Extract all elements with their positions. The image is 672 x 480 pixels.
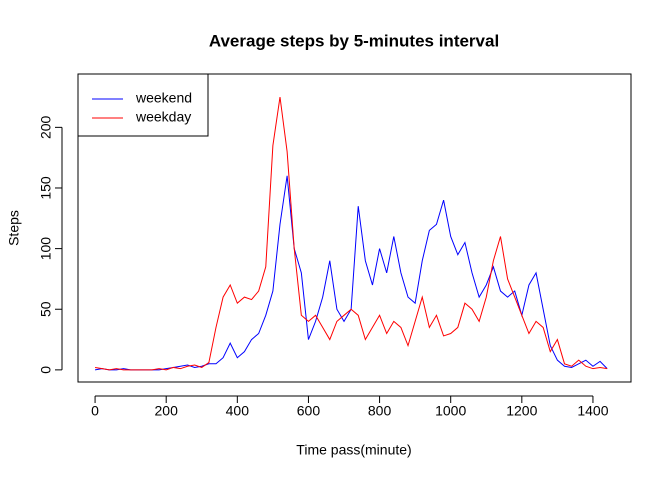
x-axis-label: Time pass(minute) xyxy=(296,442,411,458)
series-line xyxy=(94,96,608,371)
plot-box xyxy=(77,73,632,383)
x-tick-label: 200 xyxy=(155,403,179,419)
legend-box xyxy=(77,73,209,137)
x-tick-label: 0 xyxy=(91,403,99,419)
series-line xyxy=(94,175,608,371)
legend-label: weekend xyxy=(135,90,192,106)
y-tick-label: 200 xyxy=(38,115,54,139)
y-tick-label: 50 xyxy=(38,301,54,317)
x-tick-label: 1000 xyxy=(435,403,466,419)
x-tick-label: 800 xyxy=(368,403,392,419)
x-tick-label: 600 xyxy=(297,403,321,419)
y-tick-label: 0 xyxy=(38,366,54,374)
legend-label: weekday xyxy=(135,109,191,125)
chart-title: Average steps by 5-minutes interval xyxy=(209,31,499,50)
x-tick-label: 400 xyxy=(226,403,250,419)
y-axis-label: Steps xyxy=(6,210,22,246)
x-tick-label: 1200 xyxy=(506,403,537,419)
y-tick-label: 150 xyxy=(38,176,54,200)
x-tick-label: 1400 xyxy=(577,403,608,419)
y-tick-label: 100 xyxy=(38,237,54,261)
